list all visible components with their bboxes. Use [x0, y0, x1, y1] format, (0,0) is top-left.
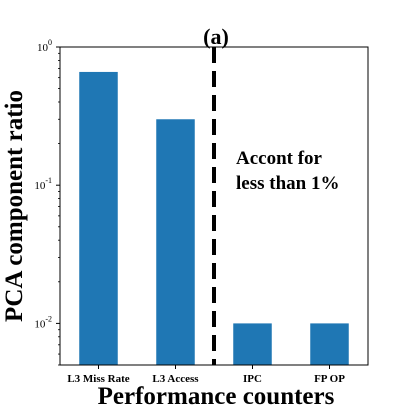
- y-tick-base: 10: [34, 180, 46, 192]
- y-tick-exponent: -2: [45, 314, 52, 323]
- y-tick-base: 10: [37, 42, 49, 54]
- x-axis-ticks: L3 Miss Rate L3 Access IPC FP OP: [67, 365, 345, 385]
- plot-frame: [59, 46, 369, 366]
- y-tick-label: 10-2: [34, 314, 52, 330]
- y-tick-label: 100: [37, 38, 52, 54]
- bars-group: [79, 71, 349, 365]
- annotation-line-2: less than 1%: [236, 173, 339, 194]
- bar-1: [156, 119, 195, 365]
- x-axis-label: Performance counters: [98, 383, 335, 410]
- x-tick-label: L3 Miss Rate: [67, 373, 129, 385]
- x-tick-label: L3 Access: [152, 373, 199, 385]
- bar-0: [79, 71, 118, 365]
- y-tick-exponent: -1: [45, 176, 52, 185]
- x-tick-label: FP OP: [314, 373, 345, 385]
- bar-2: [233, 323, 272, 365]
- bar-3: [310, 323, 349, 365]
- annotation-text: Accont for less than 1%: [236, 148, 339, 194]
- x-tick-label: IPC: [243, 373, 262, 385]
- annotation-line-1: Accont for: [236, 148, 323, 169]
- y-tick-label: 10-1: [34, 176, 52, 192]
- y-tick-base: 10: [34, 318, 46, 330]
- y-axis-label: PCA component ratio: [1, 90, 28, 322]
- y-tick-exponent: 0: [48, 38, 52, 47]
- chart-title: (a): [203, 24, 229, 49]
